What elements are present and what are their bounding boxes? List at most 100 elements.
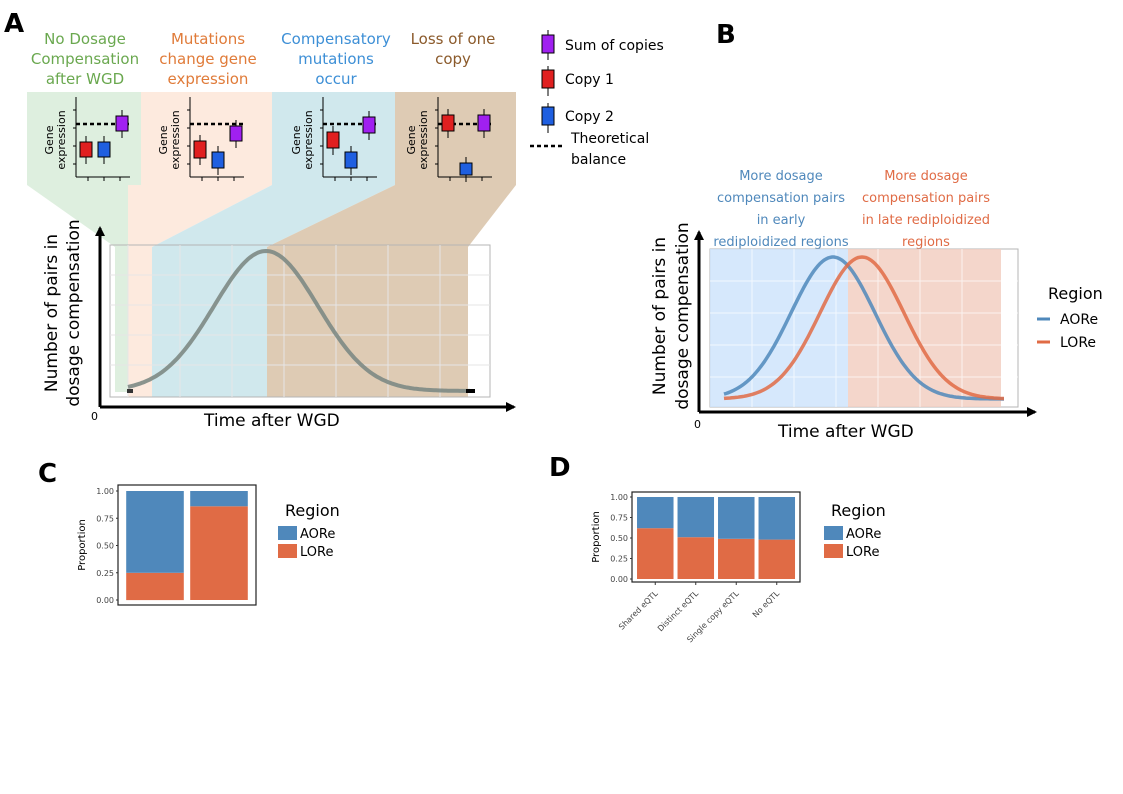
panel-a-headers: No Dosage Compensation after WGD Mutations c… <box>31 30 496 88</box>
plot-b-early-region <box>710 249 848 407</box>
chart-1-xtick-3: No eQTL <box>751 589 782 620</box>
chart-0-ytick-0: 0.00 <box>96 596 114 605</box>
chart-1-xtick-1: Distinct eQTL <box>656 589 701 634</box>
bar-1-0-aore <box>637 497 674 529</box>
bar-0-1-lore <box>190 506 248 600</box>
mini-2-ylabel-1: Gene <box>290 125 303 154</box>
chart-1-ytick-1: 0.25 <box>610 555 628 564</box>
panel-b-letter: B <box>716 20 736 50</box>
annotation-left-line-1: compensation pairs <box>717 191 845 206</box>
mini-3-box-red <box>441 114 455 132</box>
header-2-line-0: Compensatory <box>281 30 391 48</box>
panel-d-chart: 0.00 0.25 0.50 0.75 1.00 Shared eQTLDistinct … <box>591 491 801 644</box>
chart-1-ylabel: Proportion <box>591 511 602 563</box>
bar-1-2-aore <box>718 497 755 539</box>
bar-1-0-lore <box>637 528 674 579</box>
header-0-line-0: No Dosage <box>44 30 126 48</box>
plot-b-grid <box>710 249 1018 407</box>
header-1-line-2: expression <box>168 70 249 88</box>
chart-0-ytick-4: 1.00 <box>96 487 114 496</box>
panel-a-mini-plots: Gene expression Gene expression Gene expressi… <box>43 97 492 182</box>
mini-0-box-cblue <box>97 141 111 158</box>
panel-b-legend: Region AORe LORe <box>1037 284 1103 351</box>
mini-3-box-purple <box>477 114 491 132</box>
chart-1-frame <box>631 491 801 583</box>
panel-b-annotations: More dosage compensation pairs in early red… <box>713 169 990 250</box>
mini-0-box-purple <box>115 115 129 132</box>
header-1-line-1: change gene <box>159 50 256 68</box>
annotation-right-line-0: More dosage <box>884 169 968 184</box>
panel-d-legend-aore: AORe <box>846 527 881 542</box>
bar-1-3-lore <box>758 539 796 579</box>
bar-0-0-lore <box>126 572 184 601</box>
chart-0-ytick-3: 0.75 <box>96 514 114 523</box>
panel-c-legend: Region AORe LORe <box>278 501 340 560</box>
plot-a-grid <box>110 245 490 397</box>
plot-a-ylabel-1: Number of pairs in <box>42 234 62 392</box>
mini-plot-2: Gene expression <box>290 97 377 181</box>
curve-a <box>127 248 470 393</box>
annotation-left-line-0: More dosage <box>739 169 823 184</box>
mini-0-ylabel-2: expression <box>55 110 68 169</box>
panel-b-legend-lore: LORe <box>1060 335 1096 351</box>
mini-2-box-cblue <box>344 151 358 169</box>
bar-1-1-aore <box>677 497 715 538</box>
plot-b-late-region <box>848 249 1001 407</box>
annotation-left-line-2: in early <box>757 213 806 228</box>
mini-2-box-red <box>326 131 340 149</box>
panel-d-legend-lore: LORe <box>846 545 879 560</box>
panel-c-legend-aore: AORe <box>300 527 335 542</box>
chart-0-ytick-2: 0.50 <box>96 542 114 551</box>
legend-balance-label-1: Theoretical <box>570 131 649 147</box>
header-1-line-0: Mutations <box>171 30 245 48</box>
mini-2-box-purple <box>362 116 376 134</box>
mini-3-box-cblue <box>459 162 473 176</box>
mini-1-box-red <box>193 140 207 159</box>
mini-0-box-red <box>79 141 93 158</box>
panel-a-legend: Sum of copies Copy 1 Copy 2 Theoretical … <box>530 30 664 168</box>
mini-plot-0: Gene expression <box>43 97 130 181</box>
panel-b-legend-title: Region <box>1048 284 1103 303</box>
header-3-line-0: Loss of one <box>411 30 496 48</box>
curve-aore <box>723 255 1004 401</box>
chart-1-ytick-2: 0.50 <box>610 534 628 543</box>
annotation-right-line-1: compensation pairs <box>862 191 990 206</box>
legend-copy1-swatch <box>541 66 555 96</box>
panel-b-time-plot <box>694 230 1037 417</box>
mini-3-ylabel-1: Gene <box>405 125 418 154</box>
header-2-line-1: mutations <box>298 50 374 68</box>
mini-0-ylabel-1: Gene <box>43 125 56 154</box>
header-3-line-1: copy <box>435 50 471 68</box>
mini-3-ylabel-2: expression <box>417 110 430 169</box>
plot-b-ylabel-2: dosage compensation <box>673 222 693 409</box>
funnel-green <box>27 92 141 392</box>
legend-d-lore-swatch <box>824 544 843 558</box>
legend-copy1-label: Copy 1 <box>565 72 614 88</box>
chart-0-ylabel: Proportion <box>77 519 88 571</box>
panel-c-legend-lore: LORe <box>300 545 333 560</box>
header-0-line-1: Compensation <box>31 50 139 68</box>
header-0-line-2: after WGD <box>46 70 124 88</box>
chart-1-ytick-3: 0.75 <box>610 514 628 523</box>
legend-copy2-swatch <box>541 103 555 133</box>
mini-plot-1: Gene expression <box>157 97 244 181</box>
panel-c-legend-title: Region <box>285 501 340 520</box>
funnel-blue <box>152 92 395 397</box>
panel-d-legend-title: Region <box>831 501 886 520</box>
plot-b-xlabel: Time after WGD <box>777 422 914 442</box>
chart-0-ytick-1: 0.25 <box>96 569 114 578</box>
panel-c-chart: 0.00 0.25 0.50 0.75 1.00 Proportion <box>77 484 257 606</box>
chart-1-xtick-0: Shared eQTL <box>617 589 660 632</box>
funnel-orange <box>128 92 272 397</box>
legend-c-lore-swatch <box>278 544 297 558</box>
plot-a-xlabel: Time after WGD <box>203 411 340 431</box>
mini-1-box-purple <box>229 125 243 142</box>
plot-a-frame <box>109 244 491 398</box>
legend-balance-label-2: balance <box>571 152 626 168</box>
chart-1-ytick-4: 1.00 <box>610 493 628 502</box>
legend-copy2-label: Copy 2 <box>565 109 614 125</box>
bar-0-0-aore <box>126 491 184 573</box>
bar-1-3-aore <box>758 497 796 540</box>
mini-2-ylabel-2: expression <box>302 110 315 169</box>
annotation-left-line-3: rediploidized regions <box>713 235 849 250</box>
